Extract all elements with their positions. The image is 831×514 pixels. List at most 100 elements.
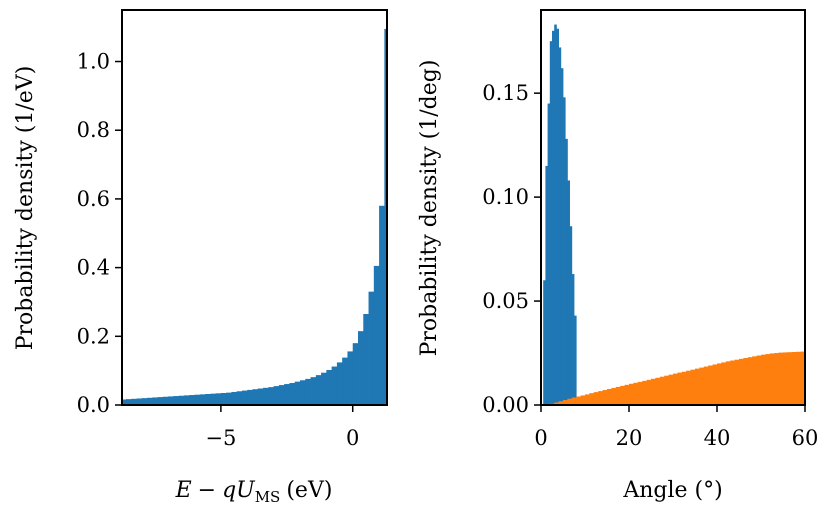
angle-bar-orange — [787, 352, 793, 405]
energy-bar-energy — [141, 398, 148, 405]
angle-bar-orange — [651, 378, 656, 405]
angle-y-tick-label: 0.10 — [482, 185, 529, 209]
energy-ticks: −5 0 0.0 0.2 0.4 0.6 0.8 1.0 — [77, 50, 360, 450]
angle-bar-blue — [574, 315, 577, 405]
energy-x-axis-label: E − qUMS (eV) — [175, 478, 333, 506]
angle-histogram-panel: 0 20 40 60 0.00 0.05 0.10 0.15 Probability dens… — [417, 9, 818, 503]
energy-x-label-unit: (eV) — [286, 478, 332, 503]
energy-bar-energy — [305, 378, 311, 405]
angle-bar-orange — [690, 369, 696, 405]
energy-bar-energy — [273, 386, 280, 405]
angle-bar-orange — [796, 351, 801, 405]
angle-bar-blue — [545, 165, 548, 405]
energy-bar-energy — [299, 380, 306, 405]
angle-bar-orange — [576, 396, 581, 405]
energy-bar-energy — [178, 395, 185, 405]
energy-bar-energy — [220, 392, 227, 405]
angle-bar-orange — [717, 363, 722, 405]
angle-bar-blue — [569, 226, 573, 405]
angle-bar-orange — [752, 356, 757, 405]
angle-bar-orange — [791, 351, 797, 405]
angle-bar-orange — [800, 351, 806, 405]
angle-bar-orange — [765, 354, 771, 405]
angle-bar-orange — [712, 364, 718, 405]
angle-bar-orange — [686, 370, 691, 405]
angle-x-axis-label: Angle (°) — [622, 478, 722, 503]
energy-x-label-e: E — [175, 478, 192, 503]
energy-bar-energy — [284, 384, 290, 405]
energy-y-tick-label: 0.2 — [77, 324, 110, 348]
angle-bar-orange — [681, 371, 687, 405]
energy-bar-energy — [268, 387, 275, 405]
angle-y-tick-label: 0.05 — [482, 289, 529, 313]
energy-bar-energy — [183, 395, 190, 405]
energy-bar-energy — [162, 396, 169, 405]
angle-bar-orange — [563, 400, 568, 405]
energy-bar-energy — [247, 389, 253, 405]
energy-bar-energy — [347, 351, 354, 405]
angle-bar-orange — [756, 355, 762, 405]
energy-bar-energy — [131, 398, 137, 405]
energy-bar-energy — [331, 366, 338, 405]
energy-bar-energy — [384, 28, 388, 405]
angle-bar-orange — [611, 387, 617, 405]
angle-bar-orange — [642, 380, 647, 405]
energy-bar-energy — [147, 397, 153, 405]
energy-bar-energy — [363, 313, 369, 405]
angle-bar-orange — [774, 353, 779, 405]
energy-bar-energy — [252, 389, 259, 405]
energy-bar-energy — [157, 397, 164, 405]
energy-bar-energy — [194, 394, 201, 405]
energy-bar-energy — [173, 396, 180, 405]
energy-bar-energy — [358, 331, 364, 405]
angle-bar-orange — [721, 362, 727, 405]
energy-bar-energy — [373, 265, 380, 405]
angle-bar-orange — [725, 361, 731, 405]
energy-bar-energy — [336, 362, 343, 405]
energy-x-tick-label: −5 — [205, 426, 236, 450]
angle-bar-orange — [703, 366, 709, 405]
angle-bar-orange — [783, 352, 788, 405]
energy-y-tick-label: 0.8 — [77, 118, 110, 142]
angle-bar-orange — [668, 374, 674, 405]
angle-bar-orange — [778, 352, 784, 405]
angle-bar-orange — [677, 372, 683, 405]
energy-y-tick-label: 0.6 — [77, 187, 110, 211]
energy-bar-energy — [231, 391, 238, 405]
energy-x-tick-label: 0 — [346, 426, 359, 450]
angle-bar-blue — [549, 41, 553, 406]
energy-bar-energy — [326, 369, 333, 405]
energy-bar-energy — [379, 205, 385, 405]
angle-bar-blue — [554, 24, 557, 406]
angle-bar-orange — [589, 393, 595, 405]
angle-bar-orange — [673, 373, 678, 405]
angle-ticks: 0 20 40 60 0.00 0.05 0.10 0.15 — [482, 81, 818, 450]
angle-bar-blue — [547, 103, 551, 406]
energy-bar-energy — [278, 385, 285, 405]
angle-bar-blue — [571, 274, 575, 405]
energy-x-label-q: q — [222, 478, 236, 503]
angle-bar-blue — [560, 68, 564, 406]
angle-bar-orange — [554, 402, 559, 405]
energy-bar-energy — [136, 398, 143, 405]
angle-x-tick-label: 40 — [704, 426, 731, 450]
angle-y-tick-label: 0.15 — [482, 81, 529, 105]
energy-bar-energy — [215, 393, 222, 405]
angle-bar-orange — [602, 390, 608, 405]
angle-y-axis-label: Probability density (1/deg) — [417, 60, 442, 357]
energy-bar-energy — [257, 388, 264, 405]
energy-bar-energy — [289, 383, 296, 405]
angle-bar-orange — [629, 383, 634, 405]
angle-bar-blue — [563, 97, 566, 405]
energy-histogram-panel: −5 0 0.0 0.2 0.4 0.6 0.8 1.0 Probability densit… — [13, 9, 388, 506]
angle-x-tick-label: 0 — [534, 426, 547, 450]
angle-bar-orange — [699, 367, 705, 405]
angle-bar-orange — [585, 394, 590, 405]
energy-bar-energy — [189, 395, 195, 405]
angle-bar-blue — [556, 28, 559, 406]
angle-bar-orange — [637, 381, 643, 405]
energy-y-tick-label: 0.0 — [77, 393, 110, 417]
energy-bar-energy — [241, 390, 248, 405]
angle-bar-orange — [571, 397, 577, 405]
